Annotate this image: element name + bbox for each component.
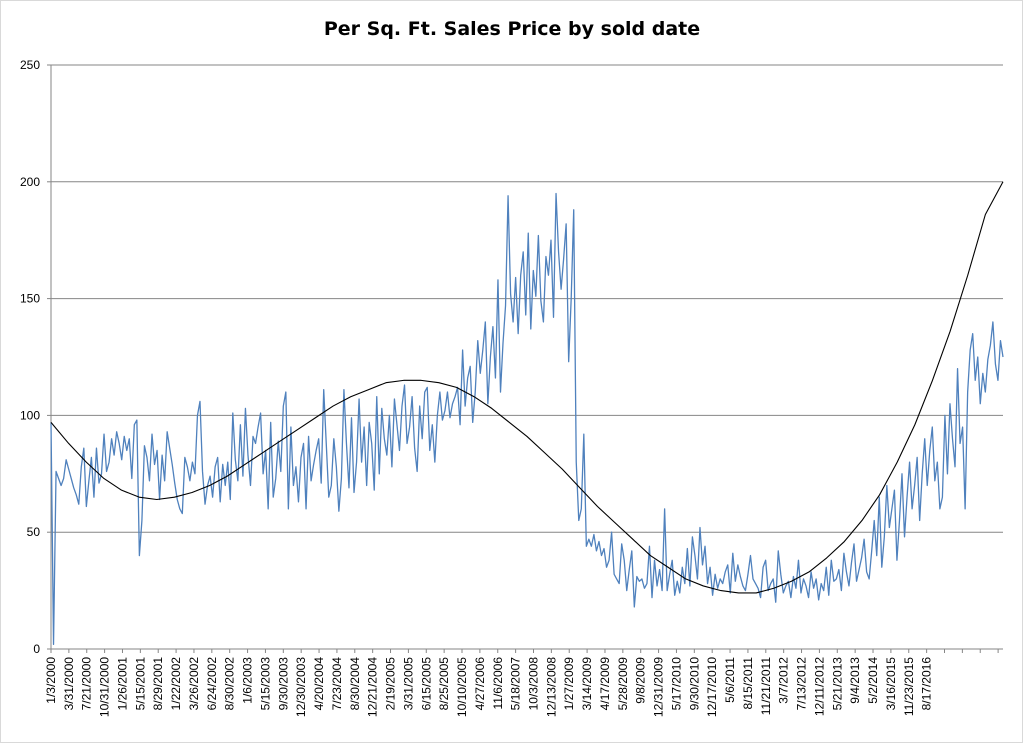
x-tick-label: 8/17/2016	[920, 657, 934, 711]
x-tick-label: 3/31/2000	[62, 657, 76, 711]
series-group	[50, 181, 1004, 645]
x-tick-label: 12/30/2003	[294, 657, 308, 717]
x-tick-label: 12/31/2009	[652, 657, 666, 717]
y-tick-label: 150	[20, 292, 40, 306]
x-tick-label: 4/20/2004	[312, 657, 326, 711]
chart-title: Per Sq. Ft. Sales Price by sold date	[323, 18, 701, 40]
x-tick-label: 7/23/2004	[330, 657, 344, 711]
x-tick-label: 1/22/2002	[169, 657, 183, 711]
x-tick-label: 5/28/2009	[616, 657, 630, 711]
x-tick-label: 8/25/2005	[437, 657, 451, 711]
x-tick-label: 9/30/2010	[687, 657, 701, 711]
y-tick-label: 50	[27, 525, 41, 539]
x-tick-label: 5/18/2007	[509, 657, 523, 711]
x-tick-label: 12/13/2008	[544, 657, 558, 717]
x-tick-label: 5/15/2001	[133, 657, 147, 711]
x-tick-label: 1/27/2009	[562, 657, 576, 711]
x-tick-label: 6/24/2002	[205, 657, 219, 711]
x-tick-label: 9/8/2009	[634, 657, 648, 704]
y-axis-ticks: 0 50 100 150 200 250	[20, 58, 51, 656]
x-tick-label: 5/15/2003	[258, 657, 272, 711]
x-tick-label: 5/17/2010	[669, 657, 683, 711]
x-tick-label: 1/26/2001	[115, 657, 129, 711]
x-tick-label: 10/31/2000	[98, 657, 112, 717]
x-tick-label: 7/13/2012	[795, 657, 809, 711]
x-tick-label: 8/15/2011	[741, 657, 755, 710]
x-tick-label: 10/3/2008	[526, 657, 540, 711]
x-tick-label: 4/27/2006	[473, 657, 487, 711]
x-tick-label: 5/21/2013	[830, 657, 844, 711]
x-tick-label: 9/30/2003	[276, 657, 290, 711]
x-tick-label: 3/7/2012	[777, 657, 791, 704]
y-tick-label: 250	[20, 58, 40, 72]
x-tick-label: 3/16/2015	[884, 657, 898, 711]
x-tick-label: 1/3/2000	[44, 657, 58, 704]
x-tick-label: 3/14/2009	[580, 657, 594, 711]
x-tick-label: 7/21/2000	[80, 657, 94, 711]
y-tick-label: 0	[33, 642, 40, 656]
x-tick-label: 3/26/2002	[187, 657, 201, 711]
x-tick-label: 11/6/2006	[491, 657, 505, 710]
x-tick-label: 11/21/2011	[759, 657, 773, 716]
x-tick-label: 6/15/2005	[419, 657, 433, 711]
trendline-series-line	[50, 181, 1004, 594]
axes	[50, 65, 1003, 650]
x-tick-label: 12/21/2004	[366, 657, 380, 717]
x-axis-ticks: 1/3/2000 3/31/2000 7/21/2000 10/31/2000 1/26…	[44, 649, 999, 717]
x-tick-label: 11/23/2015	[902, 657, 916, 716]
x-tick-label: 8/30/2002	[223, 657, 237, 711]
x-tick-label: 5/6/2011	[723, 657, 737, 703]
x-tick-label: 9/4/2013	[848, 657, 862, 704]
x-tick-label: 4/17/2009	[598, 657, 612, 711]
x-tick-label: 10/10/2005	[455, 657, 469, 717]
x-tick-label: 8/30/2004	[348, 657, 362, 711]
y-tick-label: 100	[20, 408, 40, 422]
y-tick-label: 200	[20, 175, 40, 189]
price-series-line	[50, 192, 1004, 645]
x-tick-label: 12/17/2010	[705, 657, 719, 717]
x-tick-label: 12/11/2012	[812, 657, 826, 716]
x-tick-label: 1/6/2003	[241, 657, 255, 704]
x-tick-label: 2/19/2005	[384, 657, 398, 711]
x-tick-label: 8/29/2001	[151, 657, 165, 711]
x-tick-label: 3/31/2005	[401, 657, 415, 711]
x-tick-label: 5/2/2014	[866, 657, 880, 704]
gridlines	[51, 64, 1003, 533]
